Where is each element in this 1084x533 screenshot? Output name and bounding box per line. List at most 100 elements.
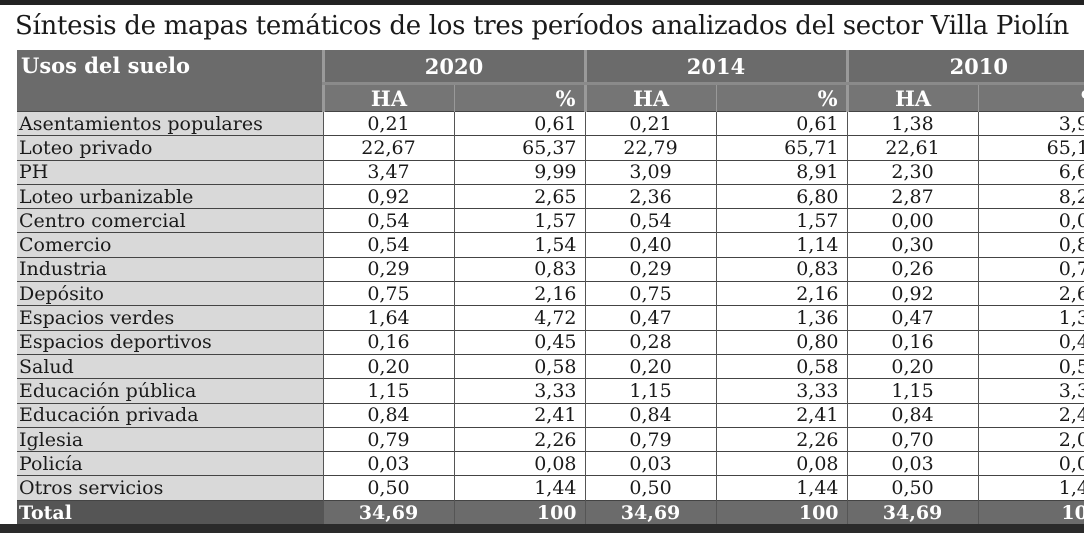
hectares-cell: 0,79 xyxy=(322,426,454,452)
percent-cell: 1,57 xyxy=(715,208,848,233)
hectares-cell: 34,69 xyxy=(846,499,979,525)
percent-cell: 0,74 xyxy=(977,256,1084,282)
hectares-cell: 0,84 xyxy=(584,402,717,428)
table-row: Asentamientos populares 0,21 0,61 0,21 0,61 1… xyxy=(17,110,1084,136)
table-row: PH3,479,993,098,912,306,62 xyxy=(17,159,1084,185)
percent-cell: 3,33 xyxy=(715,378,848,404)
unit-header-percent: % xyxy=(977,83,1084,112)
year-header-2010: 2010 xyxy=(845,50,1084,85)
percent-cell: 2,16 xyxy=(453,281,586,306)
table-row: Espacios deportivos 0,16 0,45 0,28 0,80 0,16 0… xyxy=(17,329,1084,355)
hectares-cell: 22,67 xyxy=(322,135,454,161)
hectares-cell: 0,75 xyxy=(584,281,717,306)
hectares-cell: 0,26 xyxy=(846,256,979,282)
percent-cell: 6,80 xyxy=(715,183,848,209)
percent-cell: 0,58 xyxy=(715,353,848,379)
hectares-cell: 0,29 xyxy=(584,256,717,282)
percent-cell: 1,54 xyxy=(453,232,586,258)
hectares-cell: 0,21 xyxy=(584,110,717,136)
hectares-cell: 22,61 xyxy=(846,135,979,161)
table-row: Educación privada0,842,410,842,410,842,4… xyxy=(17,402,1084,428)
hectares-cell: 0,75 xyxy=(322,281,454,306)
hectares-cell: 0,50 xyxy=(846,475,979,501)
table-row: Loteo privado 22,67 65,37 22,79 65,71 22,61 65… xyxy=(17,135,1084,161)
percent-cell: 0,00 xyxy=(977,208,1084,233)
header-row-years: Usos del suelo 2020 2014 2010 xyxy=(17,50,1084,112)
hectares-cell: 0,50 xyxy=(322,475,454,501)
hectares-cell: 0,92 xyxy=(846,281,979,306)
hectares-cell: 2,36 xyxy=(584,183,717,209)
percent-cell: 1,36 xyxy=(715,305,848,331)
hectares-cell: 0,50 xyxy=(584,475,717,501)
hectares-cell: 3,09 xyxy=(584,159,717,185)
percent-cell: 0,45 xyxy=(977,329,1084,355)
percent-cell: 2,66 xyxy=(977,281,1084,306)
percent-cell: 0,58 xyxy=(977,353,1084,379)
land-use-name: Policía xyxy=(17,451,323,476)
hectares-cell: 0,84 xyxy=(846,402,979,428)
hectares-cell: 1,15 xyxy=(322,378,454,404)
hectares-cell: 0,28 xyxy=(584,329,717,355)
year-header-2014: 2014 xyxy=(583,50,848,85)
land-use-name: Salud xyxy=(17,353,323,379)
hectares-cell: 1,15 xyxy=(846,378,979,404)
unit-header-ha: HA xyxy=(583,83,717,112)
hectares-cell: 0,92 xyxy=(322,183,454,209)
percent-cell: 0,08 xyxy=(453,451,586,476)
percent-cell: 3,33 xyxy=(453,378,586,404)
land-use-table: Usos del suelo 2020 2014 2010 HA % HA % … xyxy=(17,50,1084,525)
percent-cell: 100 xyxy=(453,499,586,525)
hectares-cell: 0,29 xyxy=(322,256,454,282)
percent-cell: 0,80 xyxy=(715,329,848,355)
percent-cell: 0,58 xyxy=(453,353,586,379)
percent-cell: 4,72 xyxy=(453,305,586,331)
hectares-cell: 1,38 xyxy=(846,110,979,136)
percent-cell: 1,14 xyxy=(715,232,848,258)
percent-cell: 100 xyxy=(977,499,1084,525)
percent-cell: 1,36 xyxy=(977,305,1084,331)
hectares-cell: 0,20 xyxy=(322,353,454,379)
land-use-name: PH xyxy=(17,159,323,185)
top-border xyxy=(0,0,1084,5)
percent-cell: 0,83 xyxy=(715,256,848,282)
hectares-cell: 0,54 xyxy=(322,232,454,258)
header-row-units: HA % HA % HA % xyxy=(17,83,1084,112)
land-use-header: Usos del suelo xyxy=(17,50,323,112)
table-body: Asentamientos populares 0,21 0,61 0,21 0,61 1… xyxy=(17,110,1084,525)
land-use-name: Comercio xyxy=(17,232,323,258)
percent-cell: 65,71 xyxy=(715,135,848,161)
percent-cell: 0,61 xyxy=(715,110,848,136)
percent-cell: 100 xyxy=(715,499,848,525)
percent-cell: 3,97 xyxy=(977,110,1084,136)
year-header-2020: 2020 xyxy=(321,50,586,85)
hectares-cell: 0,54 xyxy=(584,208,717,233)
land-use-name: Iglesia xyxy=(17,426,323,452)
percent-cell: 2,02 xyxy=(977,426,1084,452)
percent-cell: 2,26 xyxy=(453,426,586,452)
hectares-cell: 0,54 xyxy=(322,208,454,233)
percent-cell: 1,44 xyxy=(453,475,586,501)
percent-cell: 8,27 xyxy=(977,183,1084,209)
percent-cell: 0,08 xyxy=(715,451,848,476)
hectares-cell: 0,03 xyxy=(584,451,717,476)
percent-cell: 1,57 xyxy=(453,208,586,233)
hectares-cell: 34,69 xyxy=(322,499,454,525)
land-use-name: Educación privada xyxy=(17,402,323,428)
hectares-cell: 0,03 xyxy=(322,451,454,476)
land-use-name: Centro comercial xyxy=(17,208,323,233)
document-title: Síntesis de mapas temáticos de los tres … xyxy=(15,11,1069,41)
percent-cell: 0,45 xyxy=(453,329,586,355)
land-use-name: Loteo privado xyxy=(17,135,323,161)
land-use-name: Educación pública xyxy=(17,378,323,404)
hectares-cell: 0,21 xyxy=(322,110,454,136)
hectares-cell: 0,20 xyxy=(846,353,979,379)
unit-header-ha: HA xyxy=(845,83,979,112)
bottom-border xyxy=(0,524,1084,533)
percent-cell: 2,41 xyxy=(715,402,848,428)
